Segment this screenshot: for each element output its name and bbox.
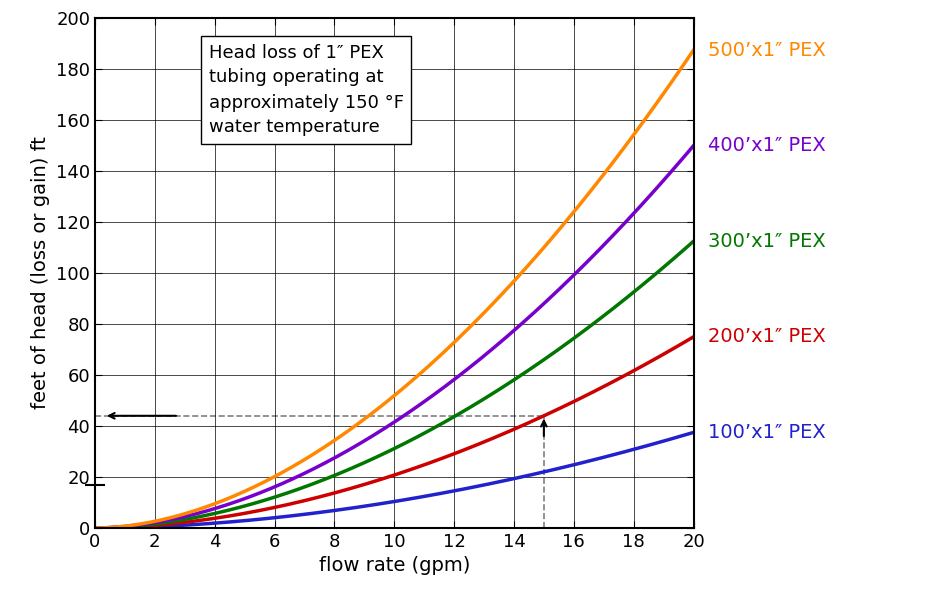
X-axis label: flow rate (gpm): flow rate (gpm) <box>318 556 470 575</box>
Text: 400’x1″ PEX: 400’x1″ PEX <box>709 136 826 155</box>
Text: 200’x1″ PEX: 200’x1″ PEX <box>709 328 826 346</box>
Text: 500’x1″ PEX: 500’x1″ PEX <box>709 41 826 59</box>
Text: 100’x1″ PEX: 100’x1″ PEX <box>709 423 826 442</box>
Text: 300’x1″ PEX: 300’x1″ PEX <box>709 232 826 251</box>
Y-axis label: feet of head (loss or gain) ft: feet of head (loss or gain) ft <box>31 137 50 409</box>
Text: Head loss of 1″ PEX
tubing operating at
approximately 150 °F
water temperature: Head loss of 1″ PEX tubing operating at … <box>209 43 404 136</box>
